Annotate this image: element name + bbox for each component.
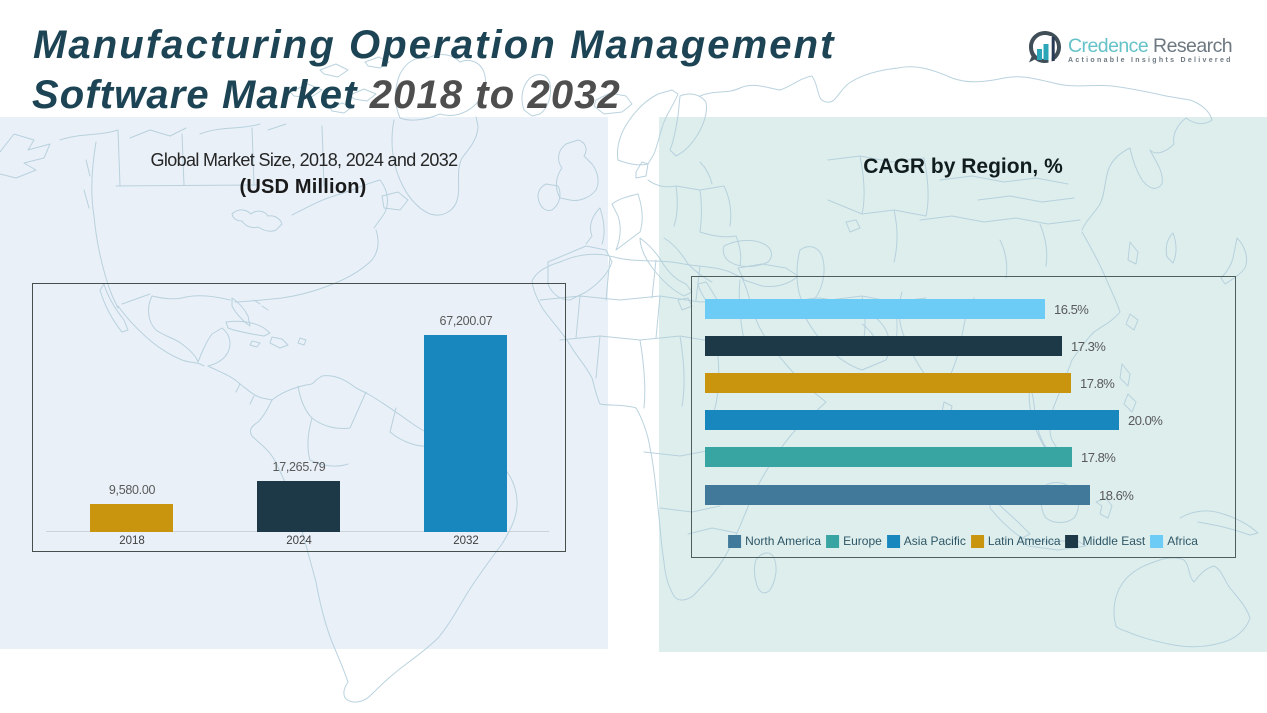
svg-text:Actionable Insights Delivered: Actionable Insights Delivered xyxy=(1068,57,1233,64)
svg-text:Credence Research: Credence Research xyxy=(1068,35,1232,57)
